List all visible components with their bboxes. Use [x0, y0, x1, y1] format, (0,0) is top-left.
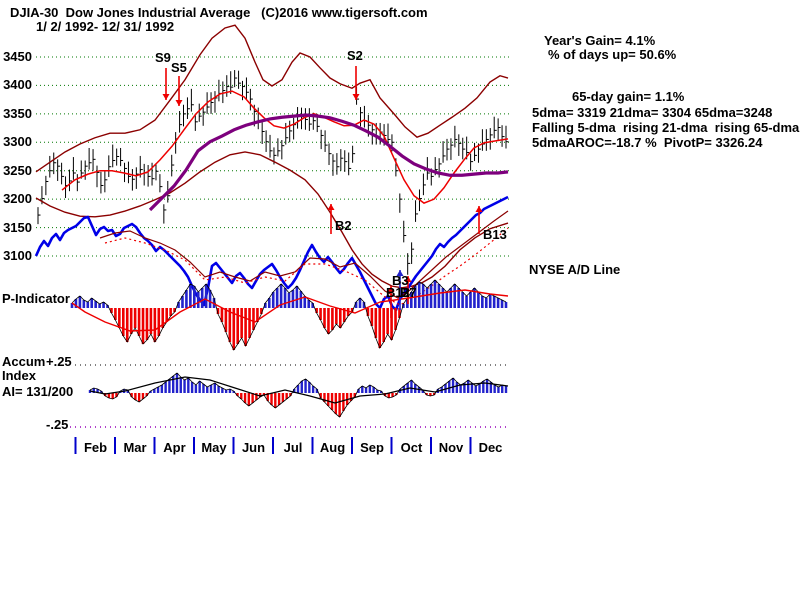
ad-dotted-ma-line	[104, 227, 509, 306]
date-range: 1/ 2/ 1992- 12/ 31/ 1992	[36, 19, 175, 34]
y-axis-label: 3150	[3, 219, 32, 235]
ma21-line	[61, 90, 509, 204]
y-axis-label: 3100	[3, 248, 32, 263]
signal-label-b7: B7	[400, 285, 417, 300]
stat-years-gain: Year's Gain= 4.1%	[544, 33, 656, 48]
ad-ma-line	[99, 210, 509, 299]
y-axis-label: 3450	[3, 49, 32, 64]
month-label-sep: Sep	[360, 440, 384, 455]
minus25-label: -.25	[46, 417, 69, 432]
signal-arrowhead-s9	[162, 94, 170, 100]
signal-label-b3: B3	[392, 273, 409, 288]
signal-arrowhead-b13	[475, 206, 483, 212]
signal-arrowhead-s2	[352, 94, 360, 100]
chart-title: DJIA-30 Dow Jones Industrial Average (C)…	[10, 5, 428, 20]
signal-label-s2: S2	[347, 48, 363, 63]
y-axis-label: 3400	[3, 77, 32, 93]
signal-label-b13: B13	[483, 227, 507, 242]
p-indicator-envelope-outline	[71, 279, 507, 351]
y-axis-label: 3250	[3, 162, 32, 178]
month-label-dec: Dec	[478, 440, 503, 455]
accum-label: Accum	[2, 354, 46, 369]
month-label-aug: Aug	[319, 440, 346, 455]
p-indicator-label: P-Indicator	[2, 291, 70, 306]
y-axis-label: 3300	[3, 134, 32, 150]
accum-envelope-outline	[89, 372, 507, 418]
ai-value-label: AI= 131/200	[2, 384, 74, 399]
month-label-jun: Jun	[241, 440, 266, 455]
y-axis-label: 3200	[3, 191, 32, 207]
signal-arrowhead-b2	[327, 204, 335, 210]
stat-65day-gain: 65-day gain= 1.1%	[572, 89, 685, 104]
plus25-label: +.25	[46, 354, 72, 369]
accum-ma-line	[89, 376, 509, 404]
signal-label-b12: B12	[386, 285, 410, 300]
signal-label-b2: B2	[335, 218, 352, 233]
p-indicator-ma-line	[71, 289, 509, 332]
upper-band-line	[35, 24, 509, 173]
month-label-feb: Feb	[83, 440, 108, 455]
month-label-may: May	[201, 440, 227, 455]
stat-days-up: % of days up= 50.6%	[548, 47, 677, 62]
ma65-line	[148, 113, 509, 212]
stat-dma-trend: Falling 5-dma rising 21-dma rising 65-dm…	[532, 120, 800, 135]
signal-arrowhead-b12	[396, 270, 404, 276]
month-label-nov: Nov	[438, 440, 464, 455]
y-axis-label: 3350	[3, 105, 32, 121]
signal-label-s9: S9	[155, 50, 171, 65]
signal-arrowhead-s5	[175, 100, 183, 106]
signal-label-s5: S5	[171, 60, 187, 75]
nyse-ad-line	[34, 195, 509, 312]
month-label-jul: Jul	[283, 440, 303, 455]
lower-band-line	[35, 151, 509, 289]
signal-arrowhead-b3	[387, 286, 395, 292]
month-label-oct: Oct	[400, 440, 423, 455]
signal-arrowhead-b7	[404, 276, 412, 282]
month-label-mar: Mar	[123, 440, 147, 455]
stat-dmas: 5dma= 3319 21dma= 3304 65dma=3248	[532, 105, 773, 120]
index-label: Index	[2, 368, 36, 383]
month-label-apr: Apr	[163, 440, 186, 455]
stat-aroc-pivot: 5dmaAROC=-18.7 % PivotP= 3326.24	[532, 135, 763, 150]
ad-line-label: NYSE A/D Line	[529, 262, 621, 277]
